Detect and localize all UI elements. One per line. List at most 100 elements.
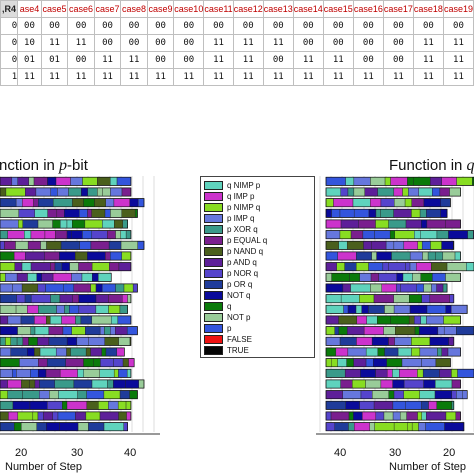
left-chart-bar-segment xyxy=(107,379,114,389)
right-chart-bar-outline xyxy=(325,411,461,421)
right-chart-bar-segment xyxy=(457,369,474,378)
right-chart-bar-segment xyxy=(449,187,461,197)
right-chart-bar-segment xyxy=(393,422,408,431)
legend-swatch xyxy=(204,346,223,355)
right-chart-bar-segment xyxy=(442,283,448,293)
left-chart-bar-segment xyxy=(0,187,7,197)
left-chart-bar-segment xyxy=(119,305,128,314)
left-chart-bar-segment xyxy=(126,326,138,335)
left-chart-bar-segment xyxy=(121,251,132,261)
left-chart-bar-segment xyxy=(121,208,136,218)
left-chart-bar-segment xyxy=(60,240,80,250)
right-chart-bar-segment xyxy=(408,187,419,197)
right-chart-bar-segment xyxy=(448,337,455,346)
right-chart-bar-outline xyxy=(325,230,474,240)
right-tick-30: 30 xyxy=(389,447,402,459)
right-chart-bar-segment xyxy=(363,240,372,250)
right-chart-bar-segment xyxy=(377,315,391,325)
left-chart-bar-segment xyxy=(17,176,29,186)
right-chart-bar-segment xyxy=(381,283,397,293)
right-chart-bar-segment xyxy=(325,208,332,218)
left-chart-bar-segment xyxy=(93,358,101,367)
right-chart-bar-segment xyxy=(353,411,363,421)
left-chart-bar-segment xyxy=(115,326,128,335)
right-chart-bar-outline xyxy=(325,304,468,314)
legend-label: p IMP q xyxy=(227,214,255,223)
right-chart-bar-segment xyxy=(325,273,332,282)
left-chart-bar-segment xyxy=(118,337,131,346)
left-chart-bar-segment xyxy=(95,294,109,303)
right-chart-bar-segment xyxy=(467,230,474,240)
right-chart-bar-segment xyxy=(403,390,420,399)
right-chart-bar-segment xyxy=(325,379,341,389)
right-chart-bar-segment xyxy=(388,262,406,271)
right-chart-bar-segment xyxy=(325,176,346,186)
right-chart-bar-segment xyxy=(393,240,405,250)
left-chart-bar-segment xyxy=(25,187,37,197)
table-cell: 11 xyxy=(17,68,42,86)
right-chart-bar-outline xyxy=(325,198,451,208)
right-chart-bar-segment xyxy=(392,379,405,389)
left-chart-bar-segment xyxy=(104,326,111,335)
left-chart-bar-segment xyxy=(24,294,32,303)
right-chart-bar-segment xyxy=(439,187,450,197)
left-chart-bar-segment xyxy=(68,187,82,197)
left-chart-bar-segment xyxy=(0,401,14,410)
right-chart-bar-segment xyxy=(377,187,395,197)
left-chart-bar-segment xyxy=(27,240,41,250)
left-chart-bar-segment xyxy=(0,390,8,399)
right-chart-bar-segment xyxy=(396,273,404,282)
right-chart-bar-segment xyxy=(325,240,339,250)
right-chart-bar-segment xyxy=(344,262,357,271)
left-chart-bar-segment xyxy=(0,176,13,186)
left-chart-bar-segment xyxy=(117,315,132,325)
left-chart-bar-outline xyxy=(0,358,135,368)
right-chart-bar-segment xyxy=(418,187,433,197)
right-chart-bar-outline xyxy=(325,208,448,218)
left-chart-bar-segment xyxy=(36,422,47,431)
right-chart-bar-segment xyxy=(393,187,403,197)
left-chart-bar-segment xyxy=(47,208,58,218)
left-chart-bar-segment xyxy=(43,411,53,421)
left-chart-bar-segment xyxy=(105,198,115,208)
right-chart-bar-outline xyxy=(325,272,461,282)
legend-swatch xyxy=(204,225,223,234)
right-chart-bar-segment xyxy=(425,422,445,431)
legend-swatch xyxy=(204,214,223,223)
table-row: 0 01 01 00 11 11 00 00 11 11 00 11 11 00 00 11 11 xyxy=(0,51,474,69)
left-chart-bar-segment xyxy=(91,315,112,325)
right-chart-bar-outline xyxy=(325,187,461,197)
right-chart-bar-segment xyxy=(430,176,442,186)
right-chart-bar-segment xyxy=(443,326,457,335)
right-chart-bar-segment xyxy=(416,262,432,271)
right-chart-bar-outline xyxy=(325,368,474,378)
legend-label: p NIMP q xyxy=(227,203,261,212)
left-chart-bar-segment xyxy=(7,390,23,399)
legend-swatch xyxy=(204,181,223,190)
right-chart-bar-segment xyxy=(392,401,406,410)
left-chart-bar-segment xyxy=(118,369,128,378)
left-chart-bar-segment xyxy=(117,401,127,410)
right-chart-bar-segment xyxy=(371,337,389,346)
right-chart-bar-segment xyxy=(393,305,411,314)
legend-label: TRUE xyxy=(227,346,249,355)
right-chart-bar-segment xyxy=(334,326,340,335)
left-chart-bar-segment xyxy=(70,347,87,357)
right-chart-bar-segment xyxy=(423,283,432,293)
right-chart-bar-segment xyxy=(423,379,436,389)
left-chart-bar-segment xyxy=(120,230,127,240)
right-chart-bar-segment xyxy=(421,294,431,303)
left-chart-bar-segment xyxy=(77,390,87,399)
right-chart-bar-segment xyxy=(356,251,372,261)
left-chart-bar-segment xyxy=(12,401,31,410)
right-chart-bar-segment xyxy=(409,294,422,303)
left-chart-bar-segment xyxy=(20,315,35,325)
right-chart-bar-segment xyxy=(400,283,417,293)
right-chart-bar-segment xyxy=(403,379,424,389)
left-chart-bar-segment xyxy=(33,176,48,186)
right-chart-bar-segment xyxy=(350,283,371,293)
right-chart-bar-segment xyxy=(325,337,341,346)
left-chart-bar-segment xyxy=(21,379,30,389)
left-chart-bar-segment xyxy=(7,379,22,389)
